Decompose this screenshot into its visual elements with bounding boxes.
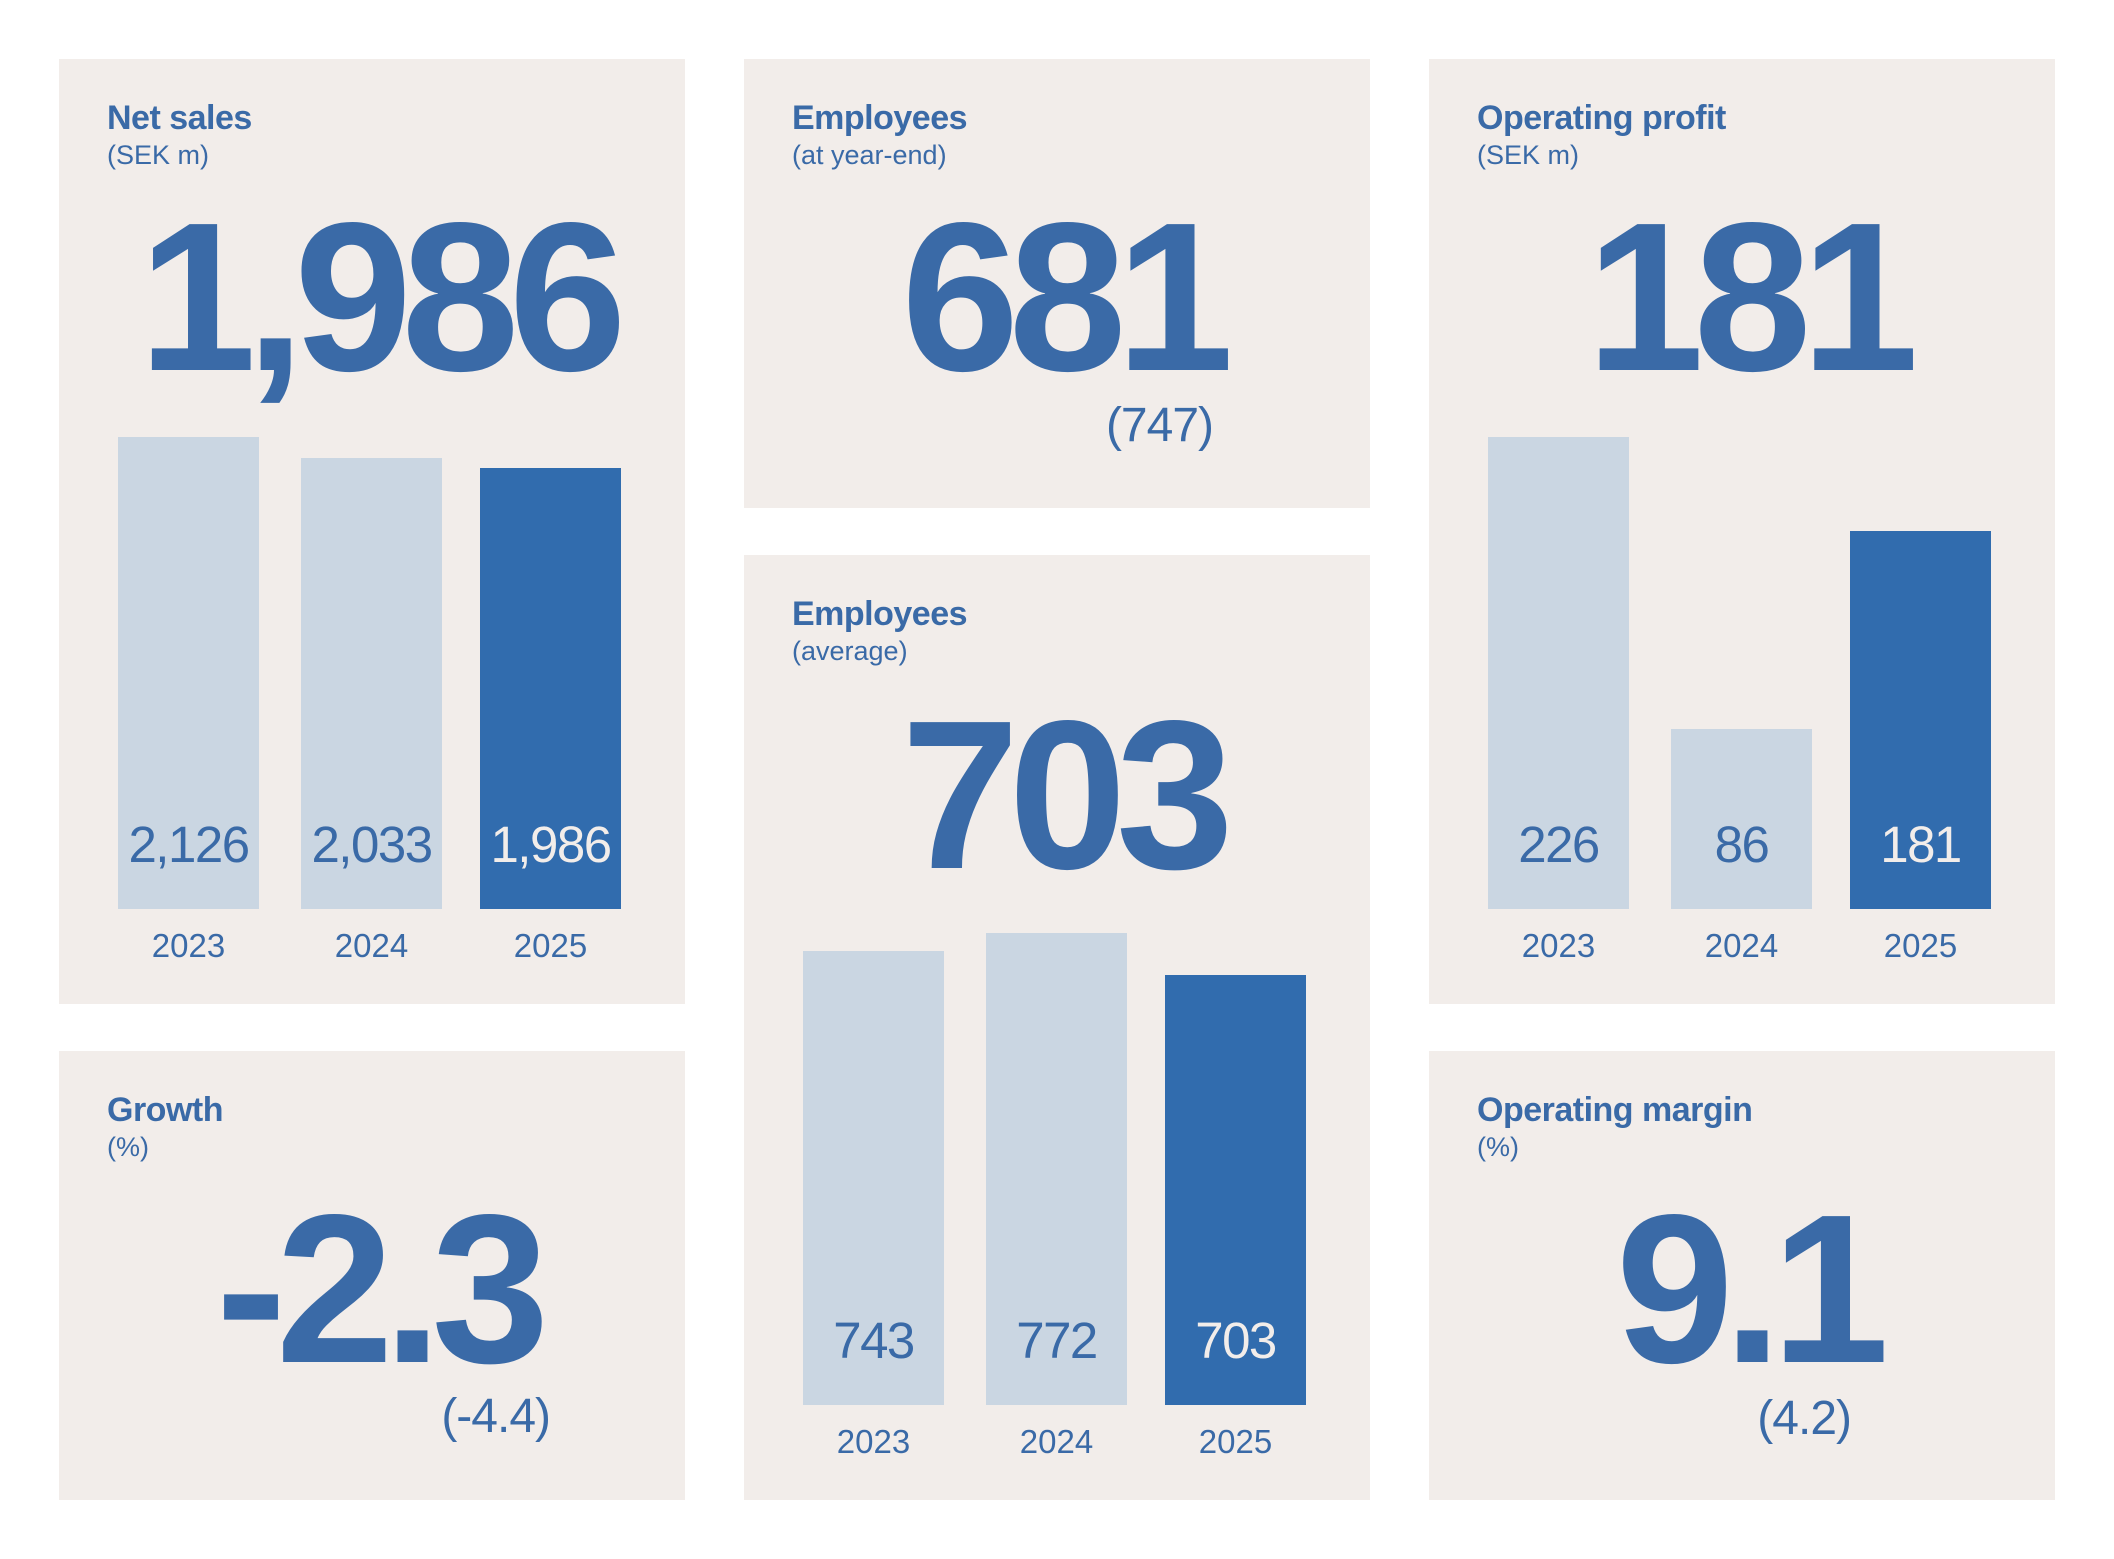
bar-2024 — [1671, 729, 1812, 909]
card-unit: (SEK m) — [107, 140, 210, 170]
previous-year-value: (747) — [1105, 399, 1214, 452]
x-axis-label: 2024 — [1704, 927, 1779, 964]
operating-profit-card: Operating profit (SEK m) 181 226 86 181 … — [1429, 59, 2055, 1004]
x-axis-label: 2025 — [1883, 927, 1958, 964]
bar-value-label: 226 — [1518, 816, 1600, 873]
x-axis-label: 2024 — [334, 927, 409, 964]
card-unit: (%) — [107, 1132, 149, 1162]
card-unit: (at year-end) — [792, 140, 947, 170]
bar-2024 — [301, 458, 442, 909]
employees-average-bar-chart: 743 772 703 2023 2024 2025 — [744, 555, 1370, 1500]
employees-average-card: Employees (average) 703 743 772 703 2023… — [744, 555, 1370, 1500]
card-title: Employees — [792, 595, 968, 633]
operating-margin-card: Operating margin (%) 9.1 (4.2) — [1429, 1051, 2055, 1500]
growth-card: Growth (%) -2.3 (-4.4) — [59, 1051, 685, 1500]
bar-2023 — [803, 951, 944, 1405]
card-title: Growth — [107, 1091, 223, 1129]
bar-2023 — [1488, 437, 1629, 909]
x-axis-label: 2025 — [1198, 1423, 1273, 1460]
x-axis-label: 2025 — [513, 927, 588, 964]
headline-value: 9.1 — [1615, 1170, 1890, 1407]
card-unit: (SEK m) — [1477, 140, 1580, 170]
x-axis-label: 2023 — [1521, 927, 1596, 964]
headline-value: -2.3 — [215, 1170, 550, 1407]
employees-year-end-card: Employees (at year-end) 681 (747) — [744, 59, 1370, 508]
bar-2025 — [1850, 531, 1991, 909]
card-title: Employees — [792, 99, 968, 137]
net-sales-card: Net sales (SEK m) 1,986 2,126 2,033 1,98… — [59, 59, 685, 1004]
headline-value: 703 — [901, 676, 1234, 913]
bar-value-label: 743 — [833, 1312, 915, 1369]
bar-2025 — [480, 468, 621, 909]
headline-value: 681 — [901, 178, 1234, 415]
bar-value-label: 2,126 — [128, 816, 250, 873]
bar-value-label: 772 — [1016, 1312, 1098, 1369]
x-axis-label: 2023 — [151, 927, 226, 964]
card-unit: (average) — [792, 636, 908, 666]
x-axis-label: 2023 — [836, 1423, 911, 1460]
net-sales-bar-chart: 2,126 2,033 1,986 2023 2024 2025 — [59, 59, 685, 1004]
bar-value-label: 86 — [1714, 816, 1770, 873]
headline-value: 1,986 — [138, 178, 627, 415]
previous-year-value: (4.2) — [1757, 1392, 1852, 1445]
bar-2023 — [118, 437, 259, 909]
card-title: Net sales — [107, 99, 252, 137]
headline-value: 181 — [1586, 178, 1919, 415]
card-title: Operating margin — [1477, 1091, 1753, 1129]
bar-2024 — [986, 933, 1127, 1405]
card-unit: (%) — [1477, 1132, 1519, 1162]
bar-value-label: 2,033 — [311, 816, 433, 873]
operating-profit-bar-chart: 226 86 181 2023 2024 2025 — [1429, 59, 2055, 1004]
bar-2025 — [1165, 975, 1306, 1405]
previous-year-value: (-4.4) — [441, 1390, 551, 1443]
bar-value-label: 1,986 — [490, 816, 612, 873]
bar-value-label: 181 — [1880, 816, 1962, 873]
card-title: Operating profit — [1477, 99, 1726, 137]
x-axis-label: 2024 — [1019, 1423, 1094, 1460]
bar-value-label: 703 — [1195, 1312, 1277, 1369]
